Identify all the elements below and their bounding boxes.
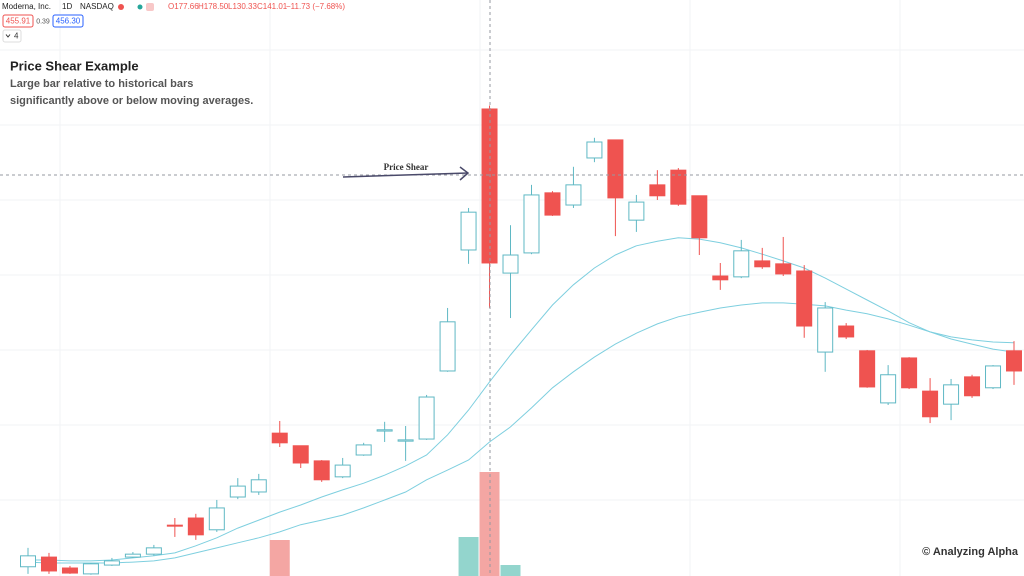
candle-body	[229, 485, 246, 498]
ohlc-close: C141.01	[257, 2, 288, 11]
volume-layer	[269, 472, 521, 576]
candle-body	[82, 563, 99, 575]
candle-body	[20, 555, 36, 568]
candle-body	[250, 479, 267, 493]
ohlc-open: O177.66	[168, 2, 199, 11]
interval[interactable]: 1D	[62, 2, 72, 11]
candle-body	[733, 250, 750, 278]
symbol-name[interactable]: Moderna, Inc.	[2, 2, 51, 11]
status-icon	[137, 4, 143, 10]
candle-body	[460, 211, 477, 251]
candle-body	[943, 384, 960, 405]
candle-body	[376, 429, 393, 432]
candle-body	[565, 184, 582, 206]
candle-body	[40, 556, 57, 572]
indicator-toggle[interactable]	[2, 29, 22, 43]
moving-average-line	[28, 237, 1015, 562]
candle-body	[670, 169, 687, 205]
ask: 456.30	[56, 17, 81, 26]
annotation: Price Shear	[384, 162, 429, 172]
candle-body	[271, 432, 288, 444]
candle-body	[103, 560, 120, 566]
status-icon	[118, 4, 124, 10]
bid: 455.91	[6, 17, 31, 26]
candle-body	[985, 365, 1002, 389]
candle-body	[292, 445, 309, 464]
candle-body	[439, 321, 456, 372]
candle-body	[418, 396, 435, 440]
candles	[20, 105, 1022, 575]
candle-body	[334, 464, 351, 478]
candle-body	[628, 201, 645, 221]
candle-body	[922, 390, 939, 418]
candle-body	[208, 507, 225, 531]
header: Moderna, Inc. 1D NASDAQ O177.66 H178.50 …	[2, 2, 345, 43]
arrow-head	[459, 166, 470, 181]
bid-box[interactable]	[2, 14, 34, 28]
subtitle-line: Large bar relative to historical bars	[10, 78, 193, 90]
candle-body	[523, 194, 540, 254]
candle-body	[880, 374, 897, 404]
candle-body	[1006, 350, 1022, 372]
candle-body	[607, 139, 624, 199]
annotation-arrow	[342, 172, 469, 178]
candle-body	[586, 141, 603, 159]
candle-body	[355, 444, 372, 456]
exchange: NASDAQ	[80, 2, 114, 11]
candle-body	[397, 439, 414, 442]
candle-body	[964, 376, 981, 397]
ohlc-high: H178.50	[198, 2, 229, 11]
candle-body	[124, 553, 141, 558]
candle-body	[187, 517, 204, 536]
candle-body	[166, 524, 183, 527]
candle-body	[817, 307, 834, 353]
candle-body	[502, 254, 519, 274]
indicator-count: 4	[14, 32, 19, 41]
watermark: © Analyzing Alpha	[922, 546, 1019, 558]
candle-body	[754, 260, 771, 268]
candle-body	[775, 263, 792, 275]
candle-body	[712, 275, 729, 281]
volume-bar	[269, 540, 290, 576]
subtitle-line: significantly above or below moving aver…	[10, 95, 253, 107]
spread: 0.39	[36, 18, 50, 25]
chart-title: Price Shear Example	[10, 58, 139, 73]
chevron-icon	[5, 34, 11, 38]
volume-bar	[500, 565, 521, 576]
moving-averages	[27, 237, 1015, 564]
candle-body	[145, 547, 162, 555]
candle-body	[838, 325, 855, 338]
candle-body	[901, 357, 918, 389]
ohlc-change: −11.73 (−7.68%)	[286, 2, 345, 11]
candle-body	[691, 195, 708, 239]
candle-body	[544, 192, 561, 216]
moving-average-line	[27, 302, 1015, 564]
candle-body	[313, 460, 330, 481]
candle-body	[61, 567, 78, 574]
ask-box[interactable]	[52, 14, 84, 28]
candle-body	[859, 350, 876, 388]
candle-body	[796, 270, 813, 327]
ohlc-low: L130.33	[228, 2, 257, 11]
volume-bar	[458, 537, 479, 576]
candle-body	[649, 184, 666, 197]
status-icon	[146, 3, 154, 11]
